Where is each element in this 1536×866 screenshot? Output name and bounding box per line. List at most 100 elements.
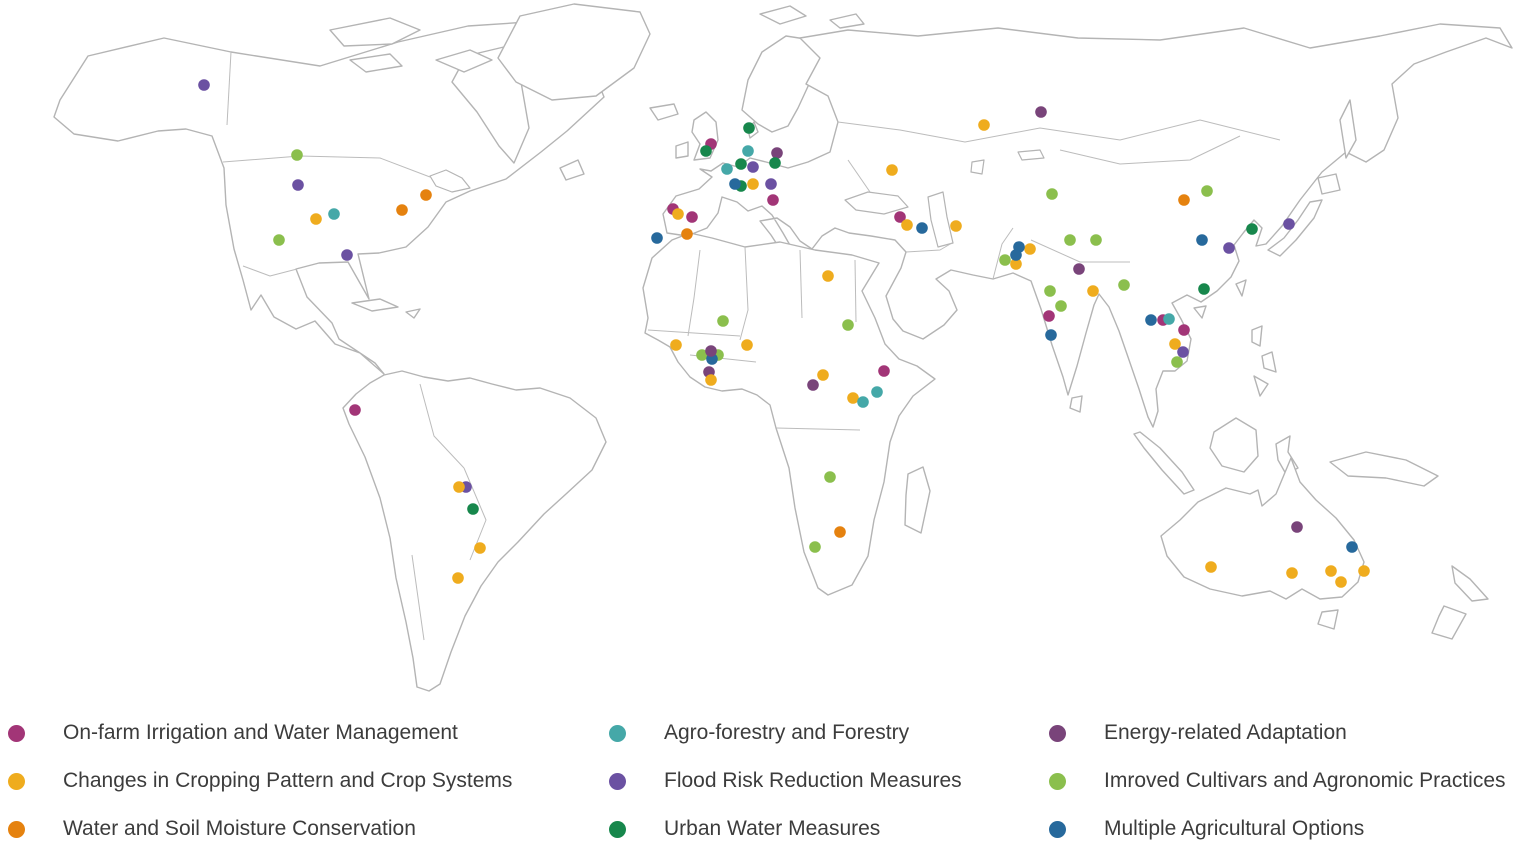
map-point-water_soil [681, 228, 693, 240]
legend-label-water-soil: Water and Soil Moisture Conservation [63, 817, 416, 840]
legend-label-cultivars: Imroved Cultivars and Agronomic Practice… [1104, 769, 1506, 792]
map-point-energy [705, 345, 717, 357]
map-point-urban [735, 158, 747, 170]
legend-label-urban: Urban Water Measures [664, 817, 881, 840]
map-point-cultivars [1118, 279, 1130, 291]
map-point-cultivars [696, 349, 708, 361]
map-point-urban [700, 145, 712, 157]
map-point-cropping [822, 270, 834, 282]
map-point-urban [1246, 223, 1258, 235]
map-point-cultivars [273, 234, 285, 246]
map-point-multiple [729, 178, 741, 190]
legend-dot-cropping [8, 772, 25, 790]
map-point-flood [1223, 242, 1235, 254]
map-point-flood [341, 249, 353, 261]
legend-item-cultivars: Imroved Cultivars and Agronomic Practice… [1049, 757, 1506, 805]
map-point-energy [771, 147, 783, 159]
map-point-multiple [1045, 329, 1057, 341]
legend-item-onfarm: On-farm Irrigation and Water Management [8, 709, 512, 757]
map-point-cropping [950, 220, 962, 232]
map-point-multiple [1196, 234, 1208, 246]
map-point-cropping [672, 208, 684, 220]
map-point-onfarm [767, 194, 779, 206]
map-point-cropping [741, 339, 753, 351]
map-point-agroforestry [742, 145, 754, 157]
map-point-onfarm [1178, 324, 1190, 336]
map-point-multiple [651, 232, 663, 244]
map-point-agroforestry [857, 396, 869, 408]
map-point-cropping [901, 219, 913, 231]
map-point-cropping [978, 119, 990, 131]
legend-dot-energy [1049, 724, 1066, 742]
legend-label-multiple: Multiple Agricultural Options [1104, 817, 1365, 840]
map-point-cropping [705, 374, 717, 386]
map-point-onfarm [349, 404, 361, 416]
map-point-cultivars [717, 315, 729, 327]
legend-dot-agroforestry [609, 724, 626, 742]
map-point-multiple [916, 222, 928, 234]
map-point-water_soil [1178, 194, 1190, 206]
map-point-cultivars [842, 319, 854, 331]
map-point-multiple [1145, 314, 1157, 326]
map-point-cropping [1325, 565, 1337, 577]
map-point-flood [765, 178, 777, 190]
legend-dot-flood [609, 772, 626, 790]
map-point-cultivars [1171, 356, 1183, 368]
map-point-cropping [886, 164, 898, 176]
legend-item-flood: Flood Risk Reduction Measures [609, 757, 962, 805]
map-point-cropping [1087, 285, 1099, 297]
legend-dot-water-soil [8, 820, 25, 838]
map-point-flood [1177, 346, 1189, 358]
case-study-points [198, 79, 1370, 588]
legend-dot-urban [609, 820, 626, 838]
map-point-cultivars [809, 541, 821, 553]
map-point-cropping [1335, 576, 1347, 588]
legend-column-2: Agro-forestry and Forestry Flood Risk Re… [609, 709, 962, 853]
map-point-onfarm [894, 211, 906, 223]
map-point-cultivars [999, 254, 1011, 266]
map-point-energy [1291, 521, 1303, 533]
map-point-water_soil [834, 526, 846, 538]
legend-label-cropping: Changes in Cropping Pattern and Crop Sys… [63, 769, 513, 792]
legend-label-agroforestry: Agro-forestry and Forestry [664, 721, 910, 744]
map-point-cropping [1024, 243, 1036, 255]
legend-dot-onfarm [8, 724, 25, 742]
legend-column-1: On-farm Irrigation and Water Management … [8, 709, 512, 853]
map-point-cropping [1205, 561, 1217, 573]
map-point-cultivars [1055, 300, 1067, 312]
legend-column-3: Energy-related Adaptation Imroved Cultiv… [1049, 709, 1506, 853]
map-point-flood [1283, 218, 1295, 230]
map-point-flood [198, 79, 210, 91]
map-point-urban [743, 122, 755, 134]
map-point-water_soil [396, 204, 408, 216]
map-point-energy [807, 379, 819, 391]
map-point-cropping [1358, 565, 1370, 577]
map-point-cropping [453, 481, 465, 493]
map-point-energy [1073, 263, 1085, 275]
map-point-cropping [670, 339, 682, 351]
map-point-cultivars [291, 149, 303, 161]
map-point-cropping [452, 572, 464, 584]
map-point-cultivars [1044, 285, 1056, 297]
map-point-cropping [817, 369, 829, 381]
legend-item-water-soil: Water and Soil Moisture Conservation [8, 805, 512, 853]
map-point-energy [1035, 106, 1047, 118]
legend-item-energy: Energy-related Adaptation [1049, 709, 1506, 757]
legend-dot-cultivars [1049, 772, 1066, 790]
legend-label-flood: Flood Risk Reduction Measures [664, 769, 962, 792]
legend-item-agroforestry: Agro-forestry and Forestry [609, 709, 962, 757]
map-point-cultivars [1090, 234, 1102, 246]
legend-label-onfarm: On-farm Irrigation and Water Management [63, 721, 458, 744]
map-point-cropping [1286, 567, 1298, 579]
world-map [53, 3, 1513, 692]
map-point-cropping [1010, 258, 1022, 270]
map-point-urban [769, 157, 781, 169]
legend-label-energy: Energy-related Adaptation [1104, 721, 1347, 744]
map-point-cultivars [1046, 188, 1058, 200]
legend-dot-multiple [1049, 820, 1066, 838]
map-point-cropping [474, 542, 486, 554]
map-point-flood [747, 161, 759, 173]
legend-item-urban: Urban Water Measures [609, 805, 962, 853]
map-point-cultivars [824, 471, 836, 483]
map-point-onfarm [686, 211, 698, 223]
